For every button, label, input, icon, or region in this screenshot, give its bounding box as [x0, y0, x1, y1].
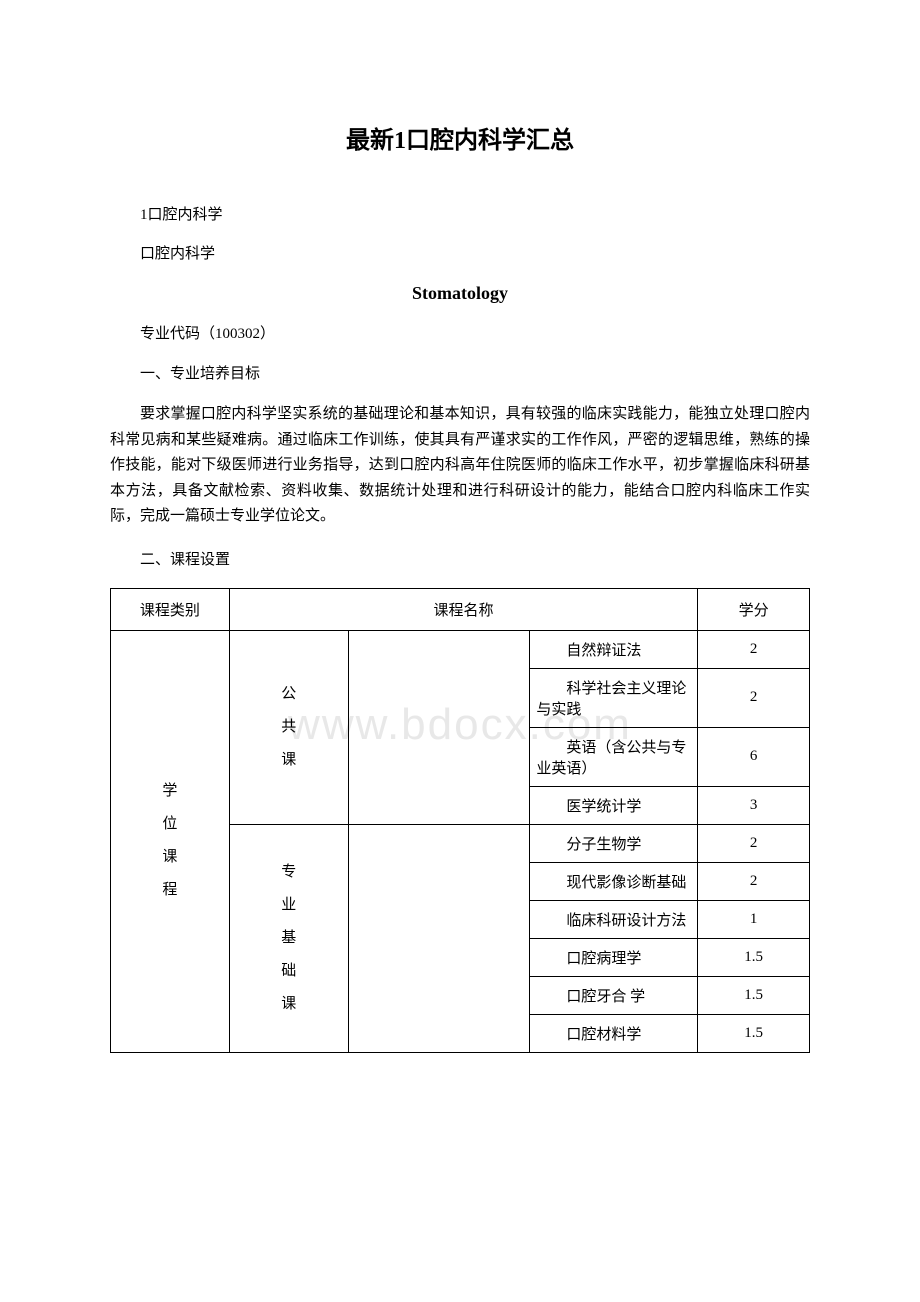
section-2-heading: 二、课程设置 — [110, 548, 810, 572]
course-name-cell: 自然辩证法 — [530, 630, 698, 668]
course-name-cell: 分子生物学 — [530, 824, 698, 862]
credit-cell: 6 — [698, 727, 810, 786]
table-header-row: 课程类别 课程名称 学分 — [111, 588, 810, 630]
course-name-cell: 科学社会主义理论与实践 — [530, 668, 698, 727]
subtitle-2: 口腔内科学 — [110, 244, 810, 265]
table-row: 学位课程 公共课 自然辩证法 2 — [111, 630, 810, 668]
course-name-cell: 口腔材料学 — [530, 1014, 698, 1052]
code-line: 专业代码（100302） — [110, 322, 810, 346]
credit-cell: 1 — [698, 900, 810, 938]
section-1-body: 要求掌握口腔内科学坚实系统的基础理论和基本知识，具有较强的临床实践能力，能独立处… — [110, 402, 810, 530]
section-1-heading: 一、专业培养目标 — [110, 362, 810, 386]
course-name-cell: 医学统计学 — [530, 786, 698, 824]
credit-cell: 2 — [698, 630, 810, 668]
credit-cell: 2 — [698, 824, 810, 862]
course-table: 课程类别 课程名称 学分 学位课程 公共课 自然辩证法 2 科学社会主义理论与实… — [110, 588, 810, 1053]
subtitle-1: 1口腔内科学 — [110, 205, 810, 226]
header-name: 课程名称 — [229, 588, 697, 630]
course-name-cell: 现代影像诊断基础 — [530, 862, 698, 900]
group-1-cell: 公共课 — [229, 630, 348, 824]
course-name-cell: 临床科研设计方法 — [530, 900, 698, 938]
header-category: 课程类别 — [111, 588, 230, 630]
category-main-cell: 学位课程 — [111, 630, 230, 1052]
course-name-cell: 口腔病理学 — [530, 938, 698, 976]
group-2-cell: 专业基础课 — [229, 824, 348, 1052]
credit-cell: 1.5 — [698, 1014, 810, 1052]
credit-cell: 2 — [698, 862, 810, 900]
credit-cell: 3 — [698, 786, 810, 824]
header-credit: 学分 — [698, 588, 810, 630]
group-1-spacer — [348, 630, 530, 824]
credit-cell: 1.5 — [698, 976, 810, 1014]
english-title: Stomatology — [110, 283, 810, 304]
page-title: 最新1口腔内科学汇总 — [110, 120, 810, 155]
group-2-spacer — [348, 824, 530, 1052]
credit-cell: 2 — [698, 668, 810, 727]
credit-cell: 1.5 — [698, 938, 810, 976]
course-name-cell: 英语（含公共与专业英语） — [530, 727, 698, 786]
course-name-cell: 口腔牙合 学 — [530, 976, 698, 1014]
